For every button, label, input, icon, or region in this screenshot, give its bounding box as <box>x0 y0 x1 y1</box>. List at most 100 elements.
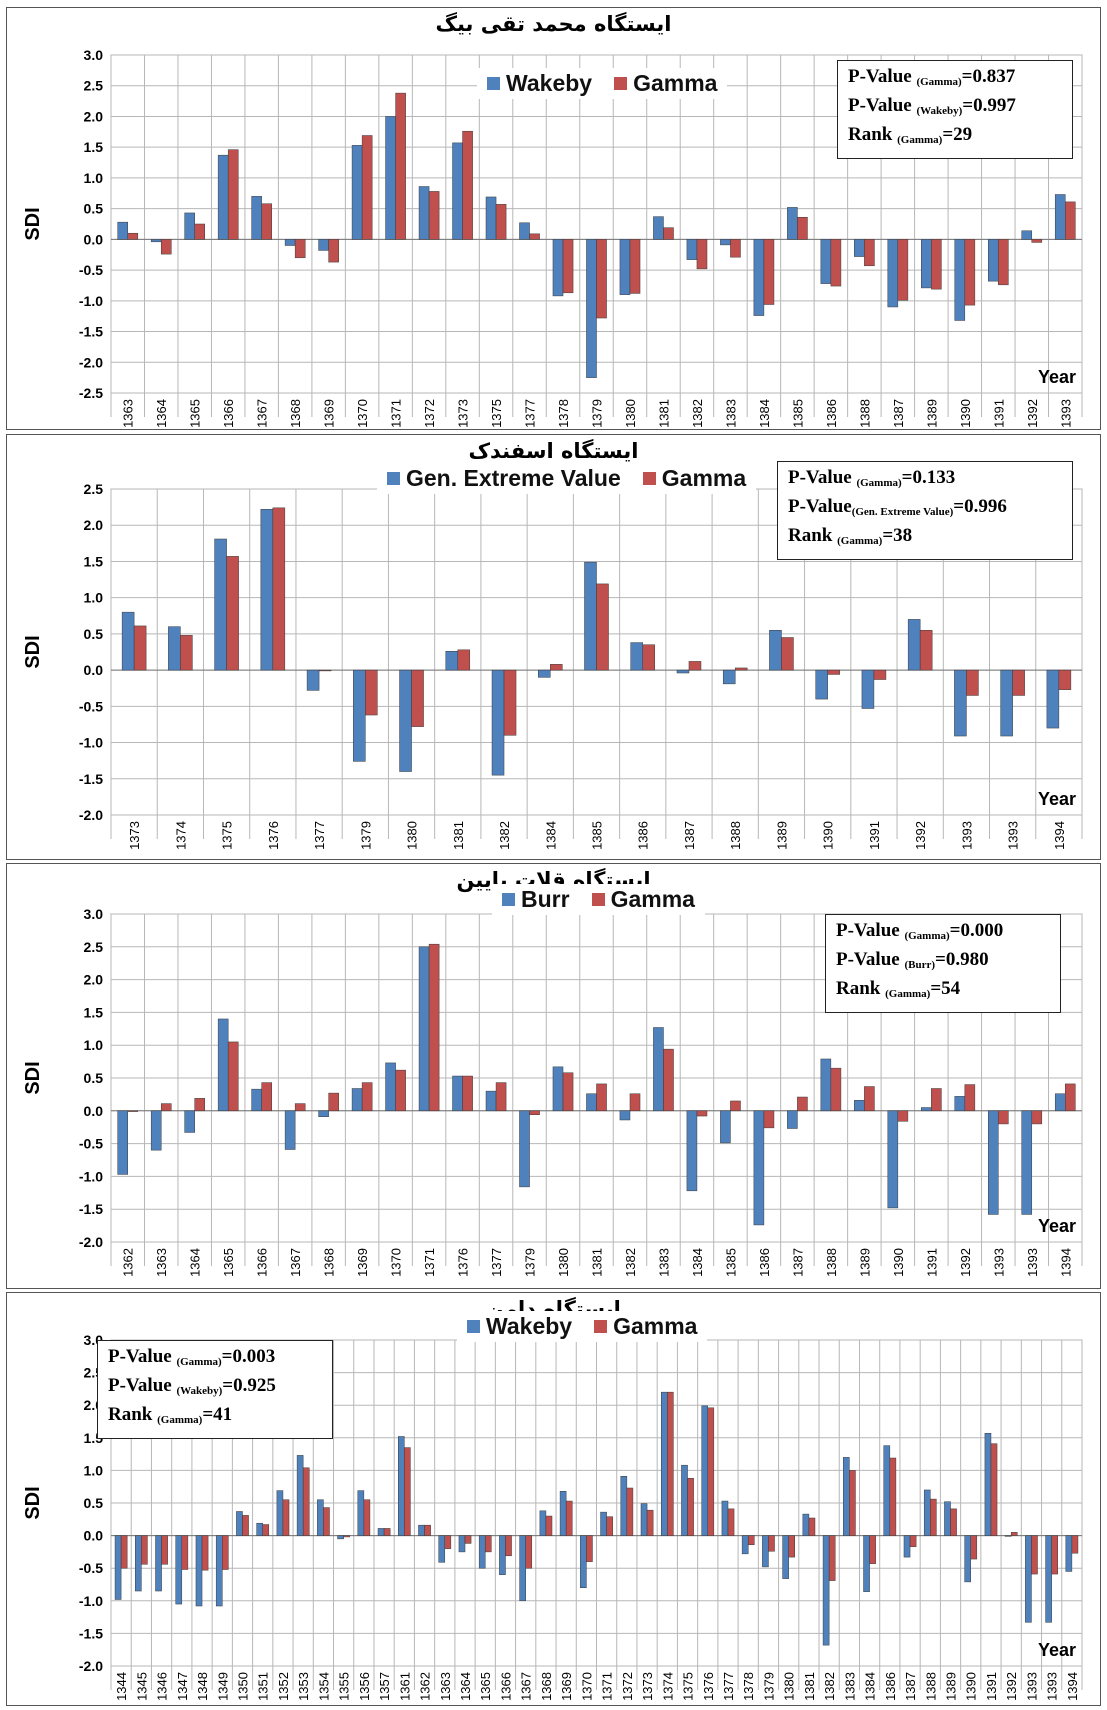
bar-series1 <box>753 239 765 316</box>
stats-value: =54 <box>930 978 961 999</box>
stats-value: =0.997 <box>962 95 1016 116</box>
stats-subscript: (Gamma) <box>856 477 902 489</box>
x-tick-label: 1350 <box>235 1672 250 1701</box>
bar-series2 <box>864 1086 875 1112</box>
bar-series1 <box>377 1528 385 1536</box>
bar-series1 <box>815 669 828 700</box>
bar-series1 <box>296 1455 304 1536</box>
x-axis-label: Year <box>1038 367 1076 387</box>
x-tick-label: 1386 <box>824 399 839 428</box>
bar-series2 <box>707 1407 715 1536</box>
bar-series1 <box>1065 1535 1073 1572</box>
stats-key: Rank <box>108 1404 158 1425</box>
x-tick-label: 1383 <box>842 1672 857 1701</box>
x-tick-label: 1377 <box>312 821 327 850</box>
bar-series1 <box>1021 1110 1033 1215</box>
bar-series2 <box>730 1100 741 1112</box>
bar-series1 <box>954 669 967 737</box>
bar-series2 <box>160 1103 172 1112</box>
x-tick-label: 1378 <box>556 399 571 428</box>
legend-swatch <box>387 472 400 485</box>
bar-series1 <box>720 1110 731 1144</box>
x-tick-label: 1382 <box>623 1248 638 1277</box>
x-tick-label: 1384 <box>757 399 772 428</box>
stats-value: =0.003 <box>221 1346 276 1367</box>
bar-series1 <box>722 669 736 685</box>
stats-subscript: (Gamma) <box>176 1356 222 1368</box>
legend-item: Gamma <box>591 886 695 913</box>
bar-series2 <box>550 664 563 671</box>
stats-key: P-Value <box>836 920 905 941</box>
bar-series1 <box>721 1500 729 1536</box>
stats-value: =0.980 <box>935 949 989 970</box>
bar-series2 <box>120 1535 128 1569</box>
x-tick-label: 1375 <box>220 821 235 850</box>
x-tick-label: 1393 <box>1045 1672 1060 1701</box>
bar-series2 <box>596 239 607 319</box>
bar-series1 <box>317 1499 324 1536</box>
stats-line: P-Value (Burr)=0.980 <box>836 948 1050 977</box>
x-tick-label: 1369 <box>355 1248 370 1277</box>
x-tick-label: 1389 <box>924 399 939 428</box>
x-tick-label: 1377 <box>523 399 538 428</box>
x-tick-label: 1385 <box>590 821 605 850</box>
x-tick-label: 1380 <box>623 399 638 428</box>
x-tick-label: 1365 <box>478 1672 493 1701</box>
x-tick-label: 1372 <box>422 399 437 428</box>
stats-key: P-Value <box>108 1375 177 1396</box>
bar-series2 <box>827 669 840 675</box>
bar-series1 <box>217 154 229 240</box>
x-tick-label: 1393 <box>1024 1672 1039 1701</box>
bar-series1 <box>552 1066 564 1112</box>
bar-series1 <box>458 1535 466 1553</box>
bar-series2 <box>864 239 875 267</box>
bar-series2 <box>930 1498 937 1536</box>
bar-series2 <box>328 239 339 263</box>
x-tick-label: 1390 <box>964 1672 979 1701</box>
bar-series2 <box>294 239 306 259</box>
bar-series2 <box>889 1457 897 1536</box>
bar-series2 <box>828 1535 836 1581</box>
bar-series2 <box>161 1535 168 1565</box>
legend-swatch <box>642 472 656 485</box>
x-tick-label: 1391 <box>867 821 882 850</box>
x-tick-label: 1376 <box>266 821 281 850</box>
y-tick-label: 0.5 <box>84 626 104 642</box>
stats-key: P-Value <box>788 467 857 488</box>
bar-series1 <box>215 1535 223 1607</box>
x-tick-label: 1352 <box>276 1672 291 1701</box>
chart-legend: Wakeby Gamma <box>457 1311 708 1342</box>
chart-legend: Burr Gamma <box>492 884 705 915</box>
y-tick-label: 2.5 <box>84 78 104 94</box>
stats-subscript: (Wakeby) <box>916 105 963 117</box>
bar-series2 <box>970 1535 978 1560</box>
bar-series1 <box>318 1110 329 1117</box>
legend-label: Gamma <box>613 1313 698 1339</box>
x-tick-label: 1368 <box>539 1672 554 1701</box>
bar-series1 <box>276 1490 284 1536</box>
bar-series2 <box>194 1098 206 1112</box>
stats-value: =0.000 <box>949 920 1004 941</box>
stats-line: Rank (Gamma)=38 <box>788 524 1062 553</box>
bar-series2 <box>897 1110 909 1122</box>
x-tick-label: 1363 <box>438 1672 453 1701</box>
legend-label: Gen. Extreme Value <box>406 465 621 491</box>
bar-series1 <box>217 1018 229 1112</box>
x-tick-label: 1373 <box>456 399 471 428</box>
bar-series1 <box>1025 1535 1032 1623</box>
chart-legend: Gen. Extreme Value Gamma <box>377 463 757 494</box>
bar-series1 <box>155 1535 162 1592</box>
x-tick-label: 1353 <box>296 1672 311 1701</box>
stats-subscript: (Gamma) <box>904 930 950 942</box>
y-tick-label: -1.5 <box>79 771 103 787</box>
stats-key: P-Value <box>848 66 917 87</box>
x-tick-label: 1354 <box>316 1672 331 1701</box>
legend-label: Gamma <box>610 886 695 912</box>
bar-series2 <box>629 239 641 294</box>
x-tick-label: 1375 <box>489 399 504 428</box>
x-tick-label: 1388 <box>857 399 872 428</box>
x-tick-label: 1393 <box>1058 399 1073 428</box>
x-tick-label: 1379 <box>358 821 373 850</box>
chart-panel-1: ایستگاه محمد تقی بیگ -2.5 -2.0 -1.5 -1.0 -0.5… <box>6 7 1101 430</box>
bar-series1 <box>351 1088 363 1112</box>
